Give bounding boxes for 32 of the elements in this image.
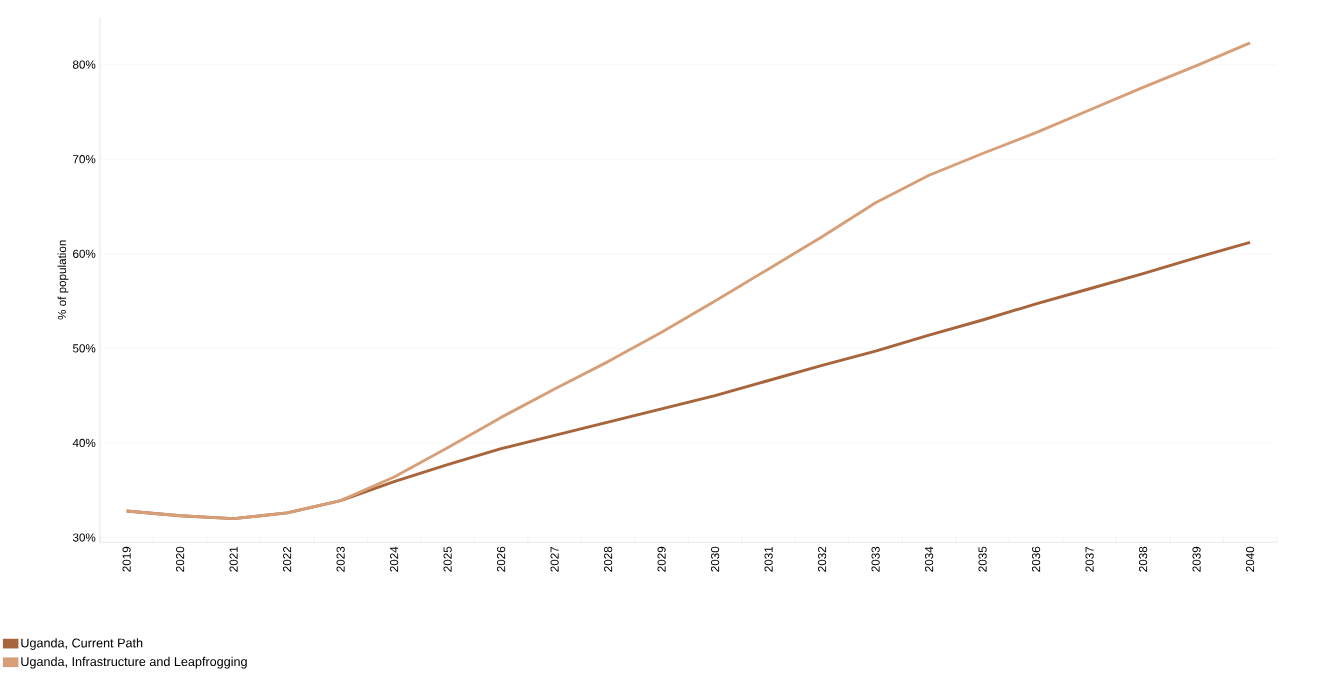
legend-label: Uganda, Infrastructure and Leapfrogging [21, 656, 247, 669]
legend-label: Uganda, Current Path [21, 638, 143, 650]
x-tick-label: 2026 [496, 546, 506, 572]
y-tick-label: 50% [72, 344, 96, 353]
y-axis-title: % of population [57, 240, 69, 320]
line-series [125, 41, 1252, 521]
x-tick-label: 2033 [871, 546, 880, 572]
x-tick-label: 2025 [443, 546, 452, 572]
x-tick-label: 2039 [1192, 546, 1201, 572]
y-tick-label: 40% [72, 438, 96, 448]
x-tick-label: 2037 [1085, 546, 1094, 572]
x-tick-label: 2031 [764, 546, 773, 572]
x-tick-label: 2038 [1138, 546, 1148, 572]
x-tick-label: 2035 [978, 546, 987, 572]
y-tick-label: 30% [72, 533, 96, 542]
x-tick-label: 2021 [229, 546, 238, 572]
x-tick-label: 2022 [282, 546, 292, 572]
x-tick-label: 2027 [550, 546, 559, 572]
x-tick-label: 2032 [817, 546, 827, 572]
x-tick-label: 2024 [389, 546, 399, 572]
x-tick-label: 2030 [710, 546, 720, 572]
x-tick-label: 2034 [924, 546, 934, 572]
y-tick-label: 80% [72, 60, 96, 69]
x-tick-label: 2019 [122, 546, 131, 572]
x-tick-label: 2028 [603, 546, 613, 572]
x-tick-label: 2023 [336, 546, 345, 572]
x-tick-label: 2020 [175, 546, 185, 572]
y-tick-label: 70% [73, 155, 96, 164]
x-tick-label: 2040 [1245, 546, 1255, 572]
x-tick-label: 2036 [1031, 546, 1041, 572]
x-tick-label: 2029 [657, 546, 666, 572]
y-tick-label: 60% [73, 249, 96, 258]
